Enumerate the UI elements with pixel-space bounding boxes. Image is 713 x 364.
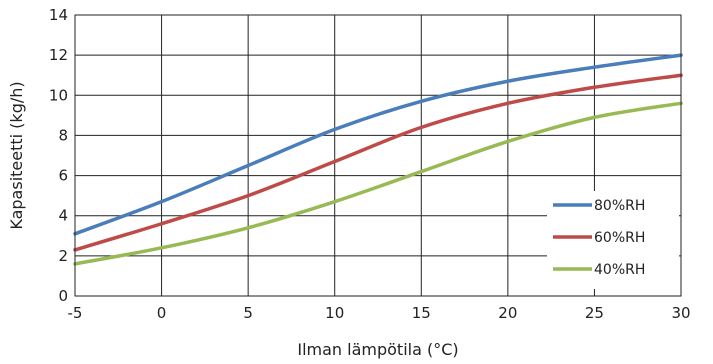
- x-tick-label: 20: [498, 304, 517, 322]
- x-tick-label: 15: [412, 304, 431, 322]
- y-tick-label: 14: [49, 6, 68, 24]
- y-axis-label: Kapasiteetti (kg/h): [7, 81, 26, 229]
- legend-background: [547, 191, 679, 289]
- series-line-80rh: [73, 53, 683, 236]
- y-tick-label: 12: [49, 46, 68, 64]
- legend-label: 60%RH: [594, 230, 645, 246]
- x-tick-label: -5: [68, 304, 83, 322]
- series-line-60rh: [73, 73, 683, 252]
- x-tick-label: 10: [325, 304, 344, 322]
- y-tick-label: 2: [58, 247, 68, 265]
- legend-label: 80%RH: [594, 198, 645, 214]
- y-tick-label: 4: [58, 207, 68, 225]
- y-tick-label: 6: [58, 167, 68, 185]
- x-tick-label: 25: [585, 304, 604, 322]
- series-lines: [73, 53, 683, 266]
- x-tick-label: 30: [671, 304, 690, 322]
- legend-label: 40%RH: [594, 262, 645, 278]
- x-tick-label: 0: [157, 304, 167, 322]
- series-line-40rh: [73, 101, 683, 266]
- y-tick-label: 0: [58, 287, 68, 305]
- y-tick-label: 10: [49, 86, 68, 104]
- plot-frame: [74, 14, 682, 297]
- legend: 80%RH 60%RH 40%RH: [547, 191, 679, 289]
- x-axis-label: Ilman lämpötila (°C): [297, 340, 458, 359]
- x-tick-label: 5: [243, 304, 253, 322]
- y-tick-label: 8: [58, 126, 68, 144]
